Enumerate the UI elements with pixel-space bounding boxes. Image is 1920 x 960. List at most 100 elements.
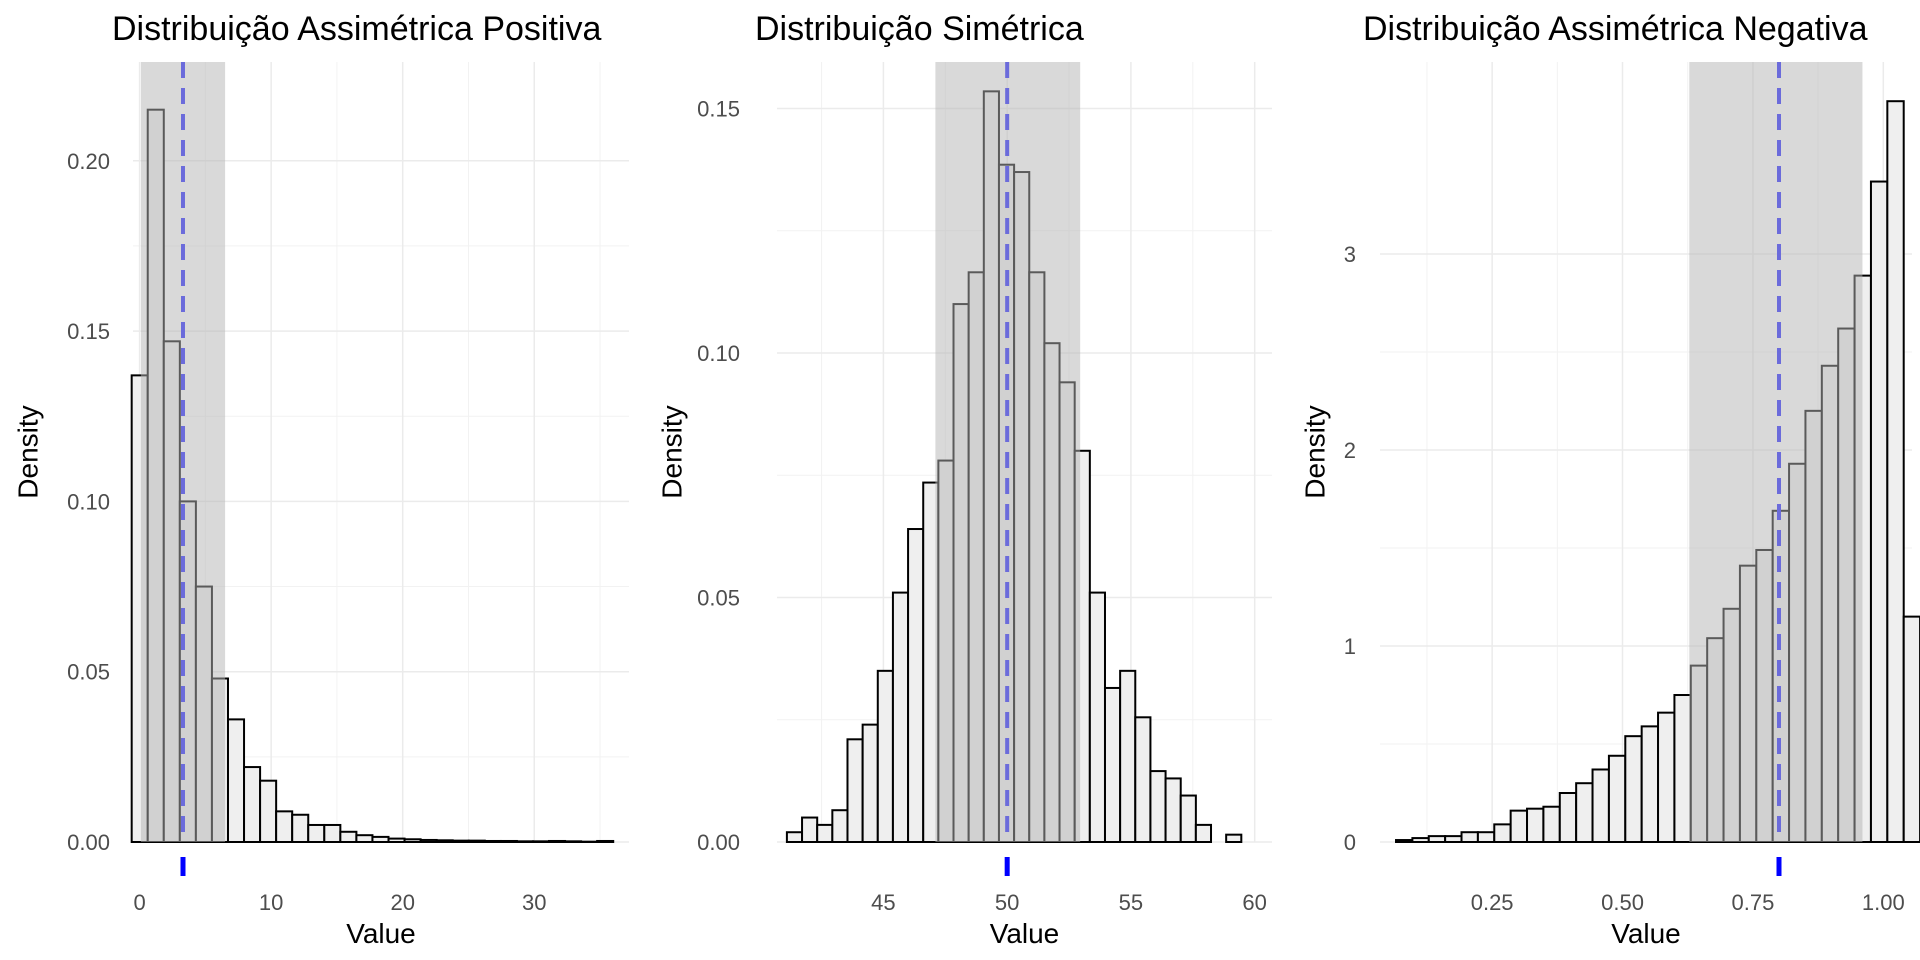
histogram-bar [1558, 792, 1578, 843]
histogram-bar [1164, 777, 1182, 843]
histogram-bar [548, 839, 567, 843]
histogram-bar [1575, 782, 1594, 844]
x-tick-label: 0.50 [1601, 890, 1644, 915]
histogram-bar [1869, 180, 1889, 844]
histogram-bar [816, 823, 834, 844]
y-axis-label: Density [13, 405, 44, 498]
histogram-bar [339, 830, 358, 844]
histogram-bar [1607, 754, 1627, 844]
interquartile-band [1689, 62, 1863, 842]
histogram-bar [387, 837, 406, 843]
x-axis-label: Value [990, 918, 1060, 949]
histogram-bar [1194, 823, 1213, 844]
histogram-bar [1624, 735, 1643, 843]
chart-panel-1: 0.00 0.05 0.10 0.15 0.20 0 10 20 30 Distribuição … [13, 10, 629, 949]
y-tick-label: 0.15 [67, 319, 110, 344]
histogram-bar [876, 669, 894, 844]
histogram-bar [1134, 716, 1152, 843]
histogram-bar [801, 816, 819, 843]
chart-title: Distribuição Assimétrica Negativa [1363, 10, 1868, 48]
y-axis-label: Density [657, 405, 688, 498]
chart-panel-3: 0 1 2 3 0.25 0.50 0.75 1.00 Distribuição Assimét… [1300, 10, 1920, 949]
histogram-bar [531, 840, 551, 844]
y-tick-label: 0.10 [697, 341, 740, 366]
histogram-bar [1225, 833, 1243, 843]
histogram-bar [1088, 591, 1106, 843]
histogram-bar [355, 834, 374, 843]
histogram-bar [499, 839, 518, 843]
histogram-bar [451, 839, 470, 844]
histogram-bar [1902, 615, 1920, 843]
histogram-bar [1427, 835, 1447, 844]
y-tick-label: 0.05 [697, 585, 740, 610]
histogram-bar [1640, 725, 1660, 844]
y-tick-label: 1 [1344, 634, 1356, 659]
x-tick-label: 0.75 [1732, 890, 1775, 915]
x-tick-label: 55 [1119, 890, 1143, 915]
histogram-bar [403, 838, 422, 843]
histogram-bar [907, 528, 925, 844]
x-tick-label: 1.00 [1862, 890, 1905, 915]
histogram-bar [243, 766, 262, 843]
histogram-bar [1886, 100, 1905, 843]
histogram-bar [1103, 686, 1122, 843]
histogram-bar [1476, 831, 1496, 843]
histogram-bar [226, 718, 246, 843]
y-tick-label: 0.05 [67, 660, 110, 685]
y-tick-label: 0.00 [697, 830, 740, 855]
y-axis-label: Density [1300, 405, 1331, 498]
y-tick-label: 0.15 [697, 96, 740, 121]
histogram-bar [1509, 809, 1529, 843]
histogram-bar [1591, 768, 1610, 843]
y-tick-label: 0.00 [67, 830, 110, 855]
histogram-bar [323, 823, 342, 843]
y-tick-label: 2 [1344, 438, 1356, 463]
chart-title: Distribuição Simétrica [755, 10, 1084, 48]
x-tick-label: 50 [995, 890, 1019, 915]
histogram-bar [831, 809, 849, 844]
y-tick-label: 3 [1344, 242, 1356, 267]
histogram-bar [435, 839, 454, 843]
x-tick-label: 30 [522, 890, 546, 915]
histogram-bar [891, 591, 910, 843]
histogram-bar [1395, 839, 1414, 844]
histogram-bar [1149, 770, 1167, 843]
histogram-bar [596, 839, 615, 843]
histogram-bar [1657, 711, 1676, 843]
y-tick-label: 0.10 [67, 489, 110, 514]
histogram-bar [419, 838, 438, 844]
chart-panel-2: 0.00 0.05 0.10 0.15 45 50 55 60 Distribuição Sim… [657, 10, 1272, 949]
histogram-bar [1179, 794, 1197, 843]
histogram-bar [483, 839, 502, 843]
x-tick-label: 45 [871, 890, 895, 915]
histogram-bar [291, 813, 310, 844]
y-tick-label: 0 [1344, 830, 1356, 855]
histogram-bar [1411, 837, 1430, 843]
histogram-bar [785, 831, 804, 843]
histogram-bar [275, 810, 294, 843]
histogram-bar [1542, 805, 1561, 844]
histogram-bar [467, 839, 486, 844]
chart-title: Distribuição Assimétrica Positiva [112, 10, 601, 48]
y-tick-label: 0.20 [67, 149, 110, 174]
x-tick-label: 0 [133, 890, 145, 915]
x-tick-label: 10 [259, 890, 283, 915]
histogram-bar [1526, 807, 1545, 843]
histogram-bar [861, 723, 879, 844]
x-axis-label: Value [1611, 918, 1681, 949]
x-tick-label: 20 [390, 890, 414, 915]
histogram-bar [307, 823, 326, 843]
histogram-bar [371, 835, 390, 843]
histogram-bar [515, 840, 534, 844]
histogram-bar [1460, 831, 1479, 843]
histogram-bar [1119, 669, 1137, 844]
histogram-bar [1673, 694, 1692, 843]
x-tick-label: 60 [1242, 890, 1266, 915]
histogram-bar [564, 840, 583, 844]
histogram-bar [259, 779, 278, 843]
x-tick-label: 0.25 [1471, 890, 1514, 915]
histogram-bar [846, 738, 864, 843]
x-axis-label: Value [346, 918, 416, 949]
